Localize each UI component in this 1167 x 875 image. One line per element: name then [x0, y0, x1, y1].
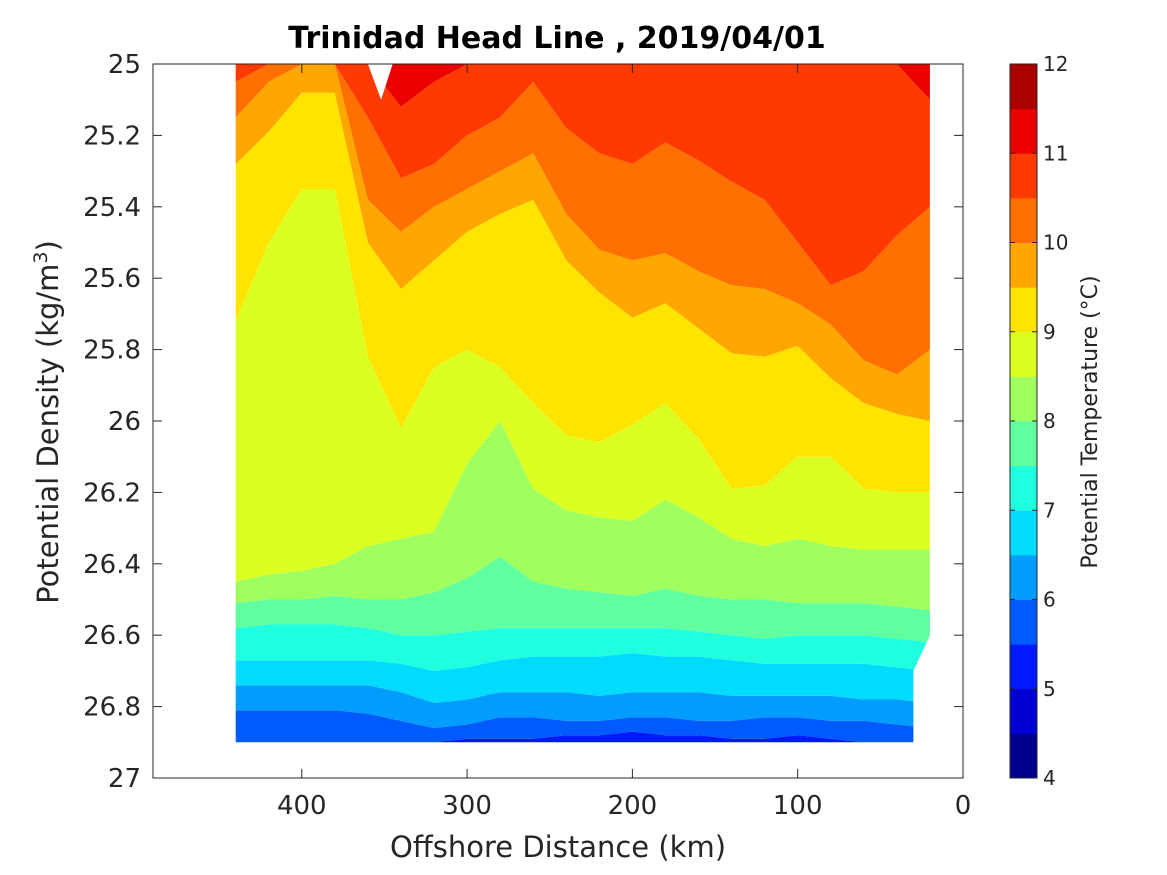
colorbar-band — [1010, 242, 1037, 288]
x-tick-label: 400 — [277, 791, 327, 821]
plot-area: 400 300 200 100 0 25 25.2 25.4 25.6 25.8 26 26.2 26… — [83, 50, 971, 821]
x-axis-label: Offshore Distance (km) — [390, 830, 726, 864]
y-axis-label-suffix: ) — [31, 240, 65, 251]
colorbar-band — [1010, 421, 1037, 467]
colorbar-band — [1010, 465, 1037, 511]
colorbar-bands — [1010, 64, 1037, 779]
contour-band — [235, 92, 930, 493]
contour-band — [235, 421, 930, 611]
y-axis-ticks: 25 25.2 25.4 25.6 25.8 26 26.2 26.4 26.6 26.8 27 — [83, 50, 963, 794]
x-axis-ticks: 400 300 200 100 0 — [277, 64, 971, 821]
colorbar-band — [1010, 688, 1037, 734]
colorbar-tick-label: 7 — [1043, 498, 1056, 522]
x-tick-label: 200 — [608, 791, 658, 821]
y-tick-label: 25.2 — [83, 121, 141, 151]
contour-band — [235, 64, 930, 421]
y-tick-label: 25 — [108, 50, 141, 80]
contour-band — [235, 624, 930, 671]
colorbar-label: Potential Temperature (°C) — [1078, 275, 1103, 568]
contour-fills — [235, 64, 947, 761]
y-tick-label: 25.6 — [83, 264, 141, 294]
colorbar-band — [1010, 554, 1037, 600]
x-tick-label: 100 — [773, 791, 823, 821]
colorbar-band — [1010, 599, 1037, 645]
contour-band — [235, 653, 930, 703]
colorbar-tick-label: 8 — [1043, 409, 1056, 433]
y-tick-label: 25.4 — [83, 193, 141, 223]
colorbar-band — [1010, 64, 1037, 110]
y-tick-label: 26 — [108, 407, 141, 437]
colorbar-tick-label: 4 — [1043, 766, 1056, 790]
contour-band — [235, 731, 930, 743]
y-tick-label: 27 — [108, 764, 141, 794]
colorbar-band — [1010, 331, 1037, 377]
colorbar-band — [1010, 733, 1037, 779]
y-tick-label: 26.4 — [83, 550, 141, 580]
colorbar-band — [1010, 197, 1037, 243]
colorbar-band — [1010, 644, 1037, 690]
colorbar-ticks: 4 5 6 7 8 9 10 11 12 — [1010, 52, 1068, 790]
x-tick-label: 0 — [955, 791, 972, 821]
colorbar-band — [1010, 153, 1037, 199]
colorbar-tick-label: 11 — [1043, 141, 1068, 165]
colorbar-band — [1010, 510, 1037, 556]
colorbar-band — [1010, 108, 1037, 154]
colorbar-tick-label: 10 — [1043, 231, 1068, 255]
contour-band — [235, 64, 930, 286]
colorbar-band — [1010, 287, 1037, 333]
y-axis-label-main: Potential Density (kg/m — [31, 264, 65, 604]
contour-band — [235, 189, 930, 582]
colorbar-tick-label: 5 — [1043, 677, 1056, 701]
colorbar: 4 5 6 7 8 9 10 11 12 Potential Temperature (°C) — [1009, 52, 1103, 790]
colorbar-tick-label: 12 — [1043, 52, 1068, 76]
colorbar-band — [1010, 376, 1037, 422]
y-axis-label-superscript: 3 — [30, 251, 52, 263]
contour-band — [235, 710, 930, 743]
colorbar-tick-label: 9 — [1043, 320, 1056, 344]
chart-title: Trinidad Head Line , 2019/04/01 — [288, 21, 825, 56]
y-tick-label: 25.8 — [83, 336, 141, 366]
y-tick-label: 26.6 — [83, 621, 141, 651]
y-axis-label: Potential Density (kg/m3) — [30, 240, 65, 604]
x-tick-label: 300 — [442, 791, 492, 821]
contour-band — [235, 64, 930, 107]
contour-band — [235, 556, 930, 643]
colorbar-tick-label: 6 — [1043, 588, 1056, 612]
contour-band — [235, 64, 930, 375]
y-tick-label: 26.2 — [83, 478, 141, 508]
missing-data-notch — [367, 64, 393, 100]
missing-data-edge — [913, 349, 947, 761]
y-tick-label: 26.8 — [83, 693, 141, 723]
